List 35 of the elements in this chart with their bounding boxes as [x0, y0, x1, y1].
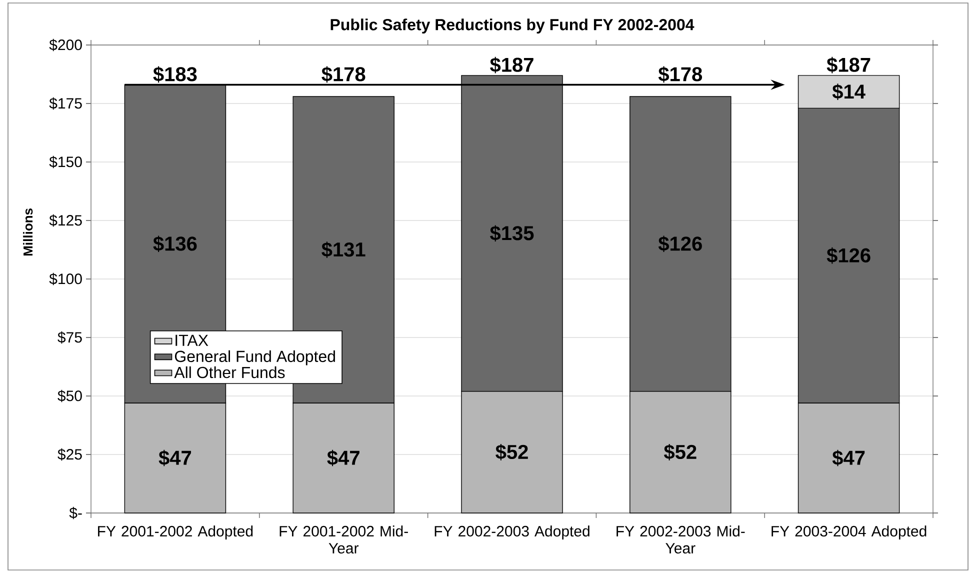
- x-tick-label: FY 2003-2004 Adopted: [772, 526, 926, 540]
- y-tick-label: $125: [49, 214, 82, 227]
- chart-title: Public Safety Reductions by Fund FY 2002-2004: [330, 18, 694, 34]
- y-tick-label: $50: [58, 390, 82, 402]
- data-label: $126: [826, 247, 870, 264]
- y-tick-label: $100: [49, 272, 82, 286]
- data-label: $52: [664, 444, 696, 460]
- total-label: $183: [153, 66, 197, 83]
- x-tick-label: FY 2001-2002 Mid-Year: [280, 526, 408, 554]
- data-label: $14: [832, 84, 866, 100]
- data-label: $47: [158, 450, 192, 466]
- y-tick-label: $175: [49, 97, 82, 110]
- legend-label: ITAX: [176, 334, 208, 346]
- data-label: $47: [327, 450, 360, 466]
- y-axis-title: Millions: [23, 208, 33, 256]
- total-label: $178: [322, 66, 366, 83]
- data-label: $52: [496, 444, 528, 460]
- x-tick-label: FY 2001-2002 Adopted: [98, 526, 253, 540]
- data-label: $47: [832, 450, 865, 466]
- total-label: $187: [826, 56, 870, 74]
- total-label: $178: [658, 66, 702, 83]
- y-tick-label: $-: [69, 506, 82, 520]
- y-tick-label: $150: [49, 156, 82, 168]
- total-label: $187: [490, 56, 534, 74]
- data-label: $136: [153, 236, 197, 252]
- data-label: $135: [490, 225, 534, 242]
- y-tick-label: $25: [58, 448, 82, 461]
- x-tick-label: FY 2002-2003 Adopted: [434, 526, 590, 540]
- data-label: $126: [658, 236, 702, 252]
- y-tick-label: $75: [58, 331, 82, 344]
- legend-label: General Fund Adopted: [174, 350, 335, 366]
- data-label: $131: [322, 242, 366, 258]
- x-tick-label: FY 2002-2003 Mid-Year: [616, 526, 745, 554]
- legend-label: All Other Funds: [174, 366, 285, 378]
- y-tick-label: $200: [49, 38, 82, 52]
